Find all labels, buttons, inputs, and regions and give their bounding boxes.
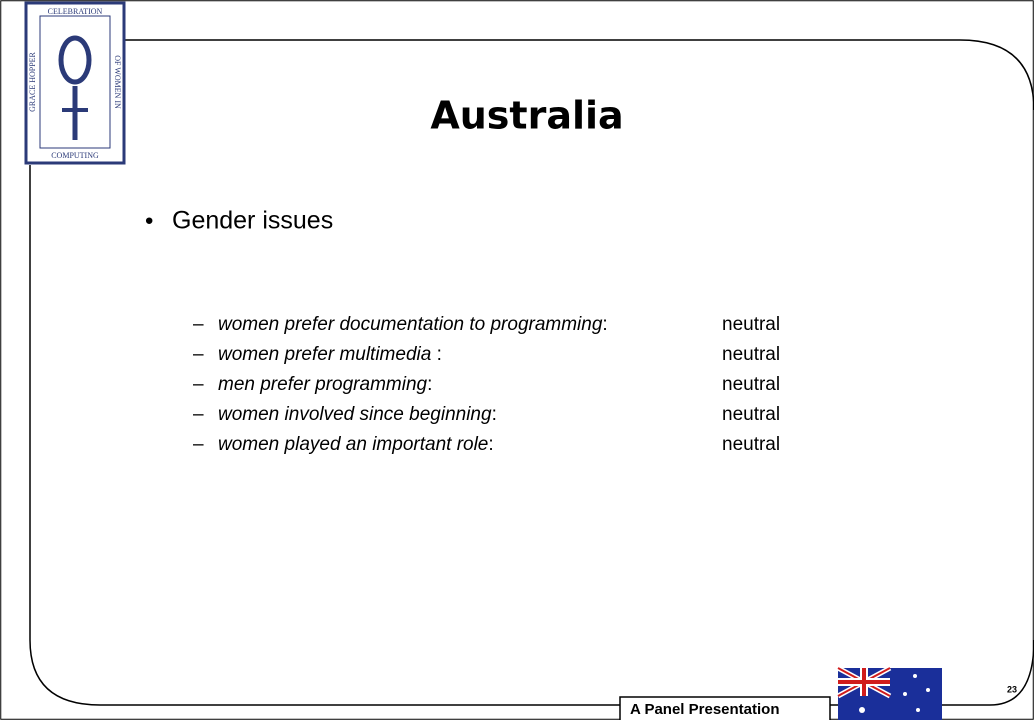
item-label: women prefer multimedia bbox=[218, 344, 431, 365]
item-text: women involved since beginning: bbox=[218, 404, 497, 425]
dash: – bbox=[193, 374, 204, 395]
flag-star bbox=[859, 707, 865, 713]
page-number: 23 bbox=[1007, 684, 1017, 694]
item-label: women involved since beginning bbox=[218, 404, 492, 425]
item-label: men prefer programming bbox=[218, 374, 428, 395]
item-text: women played an important role: bbox=[218, 434, 494, 455]
item-value: neutral bbox=[722, 404, 780, 425]
slide-title: Australia bbox=[430, 94, 623, 138]
item-text: women prefer multimedia : bbox=[218, 344, 442, 365]
flag-star bbox=[926, 688, 930, 692]
logo-bottom: COMPUTING bbox=[51, 151, 99, 160]
logo-zero bbox=[58, 35, 92, 85]
dash: – bbox=[193, 404, 204, 425]
bullet-text: Gender issues bbox=[172, 207, 333, 235]
logo-left: GRACE HOPPER bbox=[28, 51, 37, 111]
footer-text: A Panel Presentation bbox=[630, 701, 780, 718]
flag-star bbox=[903, 692, 907, 696]
logo: CELEBRATION COMPUTING GRACE HOPPER OF WO… bbox=[24, 1, 126, 165]
dash: – bbox=[193, 434, 204, 455]
bullet-dot: • bbox=[145, 207, 153, 234]
item-text: men prefer programming: bbox=[218, 374, 432, 395]
frame-upper bbox=[125, 39, 1034, 111]
item-separator: : bbox=[427, 374, 432, 395]
flag bbox=[836, 665, 942, 720]
item-value: neutral bbox=[722, 314, 780, 335]
item-value: neutral bbox=[722, 374, 780, 395]
item-list: – women prefer documentation to programmi… bbox=[193, 314, 780, 455]
item-separator: : bbox=[492, 404, 497, 425]
item-label: women played an important role bbox=[218, 434, 488, 455]
item-label: women prefer documentation to programmin… bbox=[218, 314, 603, 335]
flag-star bbox=[916, 708, 920, 712]
item-value: neutral bbox=[722, 434, 780, 455]
dash: – bbox=[193, 344, 204, 365]
dash: – bbox=[193, 314, 204, 335]
footer-box bbox=[619, 696, 831, 720]
item-separator: : bbox=[602, 314, 607, 335]
item-text: women prefer documentation to programmin… bbox=[218, 314, 608, 335]
flag-star bbox=[913, 674, 917, 678]
item-separator: : bbox=[488, 434, 493, 455]
logo-right: OF WOMEN IN bbox=[113, 55, 122, 109]
flag-cross-red bbox=[862, 668, 866, 696]
item-value: neutral bbox=[722, 344, 780, 365]
logo-top: CELEBRATION bbox=[48, 7, 103, 16]
item-separator: : bbox=[431, 344, 442, 365]
